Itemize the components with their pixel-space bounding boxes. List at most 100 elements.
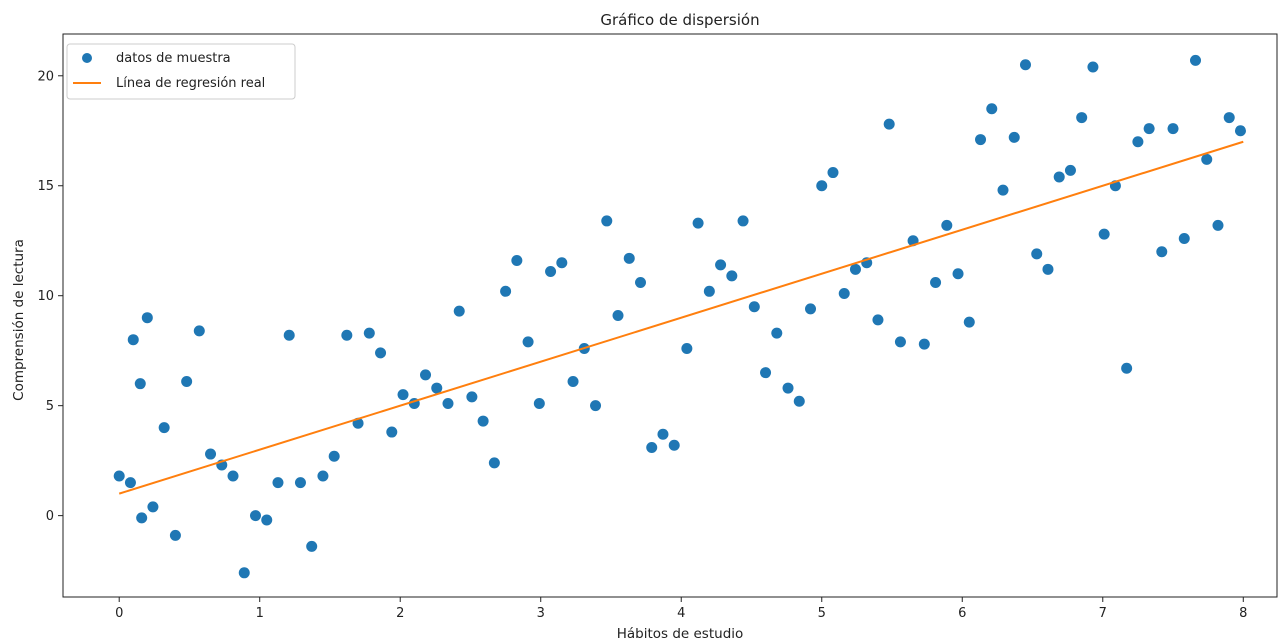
y-axis-ticks: 0 5 10 15 20	[37, 69, 63, 524]
data-point-61	[771, 327, 783, 339]
y-tick-label-5: 5	[46, 399, 54, 414]
data-point-78	[963, 316, 975, 328]
data-point-35	[477, 415, 489, 427]
legend-label-line: Línea de regresión real	[116, 76, 265, 91]
data-point-5	[141, 312, 153, 324]
legend: datos de muestra Línea de regresión real	[66, 43, 296, 100]
x-tick-label-5: 5	[818, 606, 826, 621]
data-point-94	[1143, 123, 1155, 135]
data-point-34	[466, 391, 478, 403]
x-tick-label-8: 8	[1239, 606, 1247, 621]
data-point-92	[1121, 362, 1133, 374]
data-point-53	[681, 342, 693, 354]
data-point-33	[453, 305, 465, 317]
data-point-30	[420, 369, 432, 381]
data-point-56	[715, 259, 727, 271]
data-point-60	[760, 367, 772, 379]
data-point-64	[805, 303, 817, 315]
x-tick-label-7: 7	[1099, 606, 1107, 621]
data-point-38	[511, 255, 523, 267]
x-tick-label-1: 1	[256, 606, 264, 621]
data-point-10	[193, 325, 205, 337]
data-point-8	[169, 529, 181, 541]
data-point-80	[986, 103, 998, 115]
data-point-49	[634, 277, 646, 289]
data-point-96	[1167, 123, 1179, 135]
x-tick-label-0: 0	[115, 606, 123, 621]
data-point-62	[782, 382, 794, 394]
data-point-42	[556, 257, 568, 269]
data-point-74	[918, 338, 930, 350]
data-point-15	[249, 510, 261, 522]
legend-label-scatter: datos de muestra	[116, 51, 231, 66]
data-point-89	[1087, 61, 1099, 73]
data-point-57	[726, 270, 738, 282]
data-point-22	[328, 450, 340, 462]
data-point-43	[567, 375, 579, 387]
x-axis-title: Hábitos de estudio	[617, 626, 744, 642]
data-point-4	[136, 512, 148, 524]
data-point-27	[386, 426, 398, 438]
data-point-23	[341, 329, 353, 341]
data-point-14	[238, 567, 250, 579]
x-axis-ticks: 0 1 2 3 4 5 6 7 8	[115, 597, 1247, 621]
data-point-16	[261, 514, 273, 526]
data-point-3	[134, 378, 146, 390]
data-point-46	[601, 215, 613, 227]
data-point-36	[488, 457, 500, 469]
data-point-17	[272, 477, 284, 489]
data-point-45	[590, 400, 602, 412]
data-point-68	[849, 263, 861, 275]
data-point-11	[205, 448, 217, 460]
data-point-66	[827, 167, 839, 179]
data-point-65	[816, 180, 828, 192]
data-point-95	[1156, 246, 1168, 258]
data-point-100	[1212, 219, 1224, 231]
data-point-2	[127, 334, 139, 346]
data-point-31	[431, 382, 443, 394]
y-tick-label-15: 15	[37, 179, 54, 194]
legend-box	[66, 43, 296, 100]
data-point-13	[227, 470, 239, 482]
x-tick-label-2: 2	[396, 606, 404, 621]
data-point-51	[657, 428, 669, 440]
data-point-93	[1132, 136, 1144, 148]
data-point-67	[838, 288, 850, 300]
data-point-59	[748, 301, 760, 313]
y-tick-label-10: 10	[37, 289, 54, 304]
data-point-18	[283, 329, 295, 341]
y-axis-title: Comprensión de lectura	[11, 239, 27, 401]
data-point-41	[545, 266, 557, 278]
data-point-37	[500, 285, 512, 297]
data-point-39	[522, 336, 534, 348]
data-point-55	[703, 285, 715, 297]
data-point-72	[894, 336, 906, 348]
data-point-70	[872, 314, 884, 326]
data-point-20	[306, 540, 318, 552]
chart-title: Gráfico de dispersión	[600, 11, 759, 29]
data-point-6	[147, 501, 159, 513]
data-point-83	[1019, 59, 1031, 71]
data-point-77	[952, 268, 964, 280]
scatter-points	[113, 54, 1246, 579]
data-point-48	[623, 252, 635, 264]
data-point-84	[1031, 248, 1043, 260]
data-point-7	[158, 422, 170, 434]
data-point-54	[692, 217, 704, 229]
plot-frame	[62, 33, 1278, 598]
data-point-21	[317, 470, 329, 482]
data-point-9	[181, 375, 193, 387]
data-point-0	[113, 470, 125, 482]
x-tick-label-6: 6	[958, 606, 966, 621]
data-point-97	[1178, 233, 1190, 245]
data-point-75	[930, 277, 942, 289]
x-tick-label-4: 4	[677, 606, 685, 621]
data-point-87	[1064, 164, 1076, 176]
data-point-32	[442, 397, 454, 409]
data-point-85	[1042, 263, 1054, 275]
x-tick-label-3: 3	[537, 606, 545, 621]
data-point-1	[124, 477, 136, 489]
data-point-82	[1008, 131, 1020, 143]
